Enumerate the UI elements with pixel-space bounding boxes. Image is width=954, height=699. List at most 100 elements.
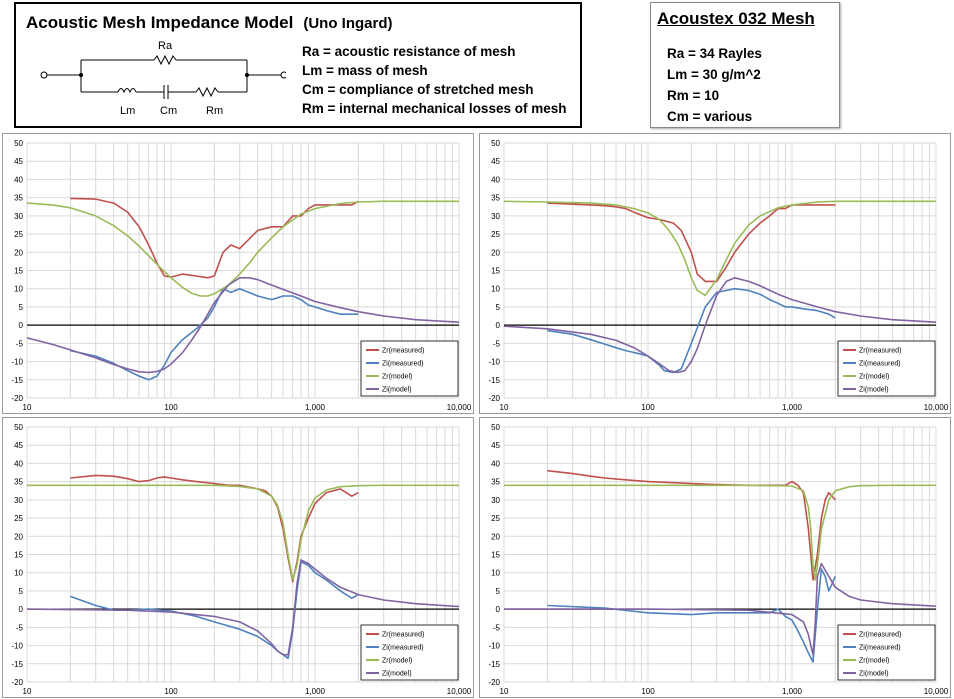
y-tick-label: -15 bbox=[11, 376, 23, 385]
circuit-diagram: Ra Lm Cm Rm bbox=[40, 40, 286, 117]
y-tick-label: -10 bbox=[11, 642, 23, 651]
y-tick-label: 5 bbox=[19, 303, 24, 312]
title-subtitle: (Uno Ingard) bbox=[303, 15, 393, 32]
circuit-terminal-right bbox=[280, 71, 286, 79]
y-tick-label: -10 bbox=[488, 358, 500, 367]
spec-line-lm: Lm = 30 g/m^2 bbox=[667, 67, 761, 82]
series-line bbox=[547, 568, 837, 663]
y-tick-label: 5 bbox=[496, 587, 501, 596]
y-tick-label: 15 bbox=[491, 551, 500, 560]
spec-line-rm: Rm = 10 bbox=[667, 88, 720, 103]
x-tick-label: 1,000 bbox=[305, 687, 326, 696]
y-tick-label: 35 bbox=[491, 478, 500, 487]
y-tick-label: -20 bbox=[488, 394, 500, 403]
y-tick-label: 25 bbox=[14, 514, 23, 523]
y-tick-label: 5 bbox=[496, 303, 501, 312]
legend-label: Zi(model) bbox=[859, 387, 889, 394]
y-tick-label: 45 bbox=[491, 157, 500, 166]
y-tick-label: 20 bbox=[491, 532, 500, 541]
series-line bbox=[26, 559, 460, 656]
y-tick-label: -10 bbox=[11, 358, 23, 367]
y-tick-label: 15 bbox=[14, 551, 23, 560]
y-tick-label: 50 bbox=[491, 139, 500, 148]
x-tick-label: 10 bbox=[23, 403, 32, 412]
legend-label: Zi(model) bbox=[382, 671, 412, 678]
x-tick-label: 1,000 bbox=[782, 403, 803, 412]
circuit-terminal-left bbox=[40, 71, 48, 79]
series-line bbox=[70, 197, 359, 279]
y-tick-label: -5 bbox=[16, 623, 24, 632]
legend-label: Zr(measured) bbox=[859, 348, 901, 355]
x-tick-label: 10,000 bbox=[924, 403, 949, 412]
legend-label: Zr(model) bbox=[859, 658, 889, 665]
legend-label: Zr(model) bbox=[382, 374, 412, 381]
chart-panel-2: 50 45 40 35 30 25 20 15 10 5 0 -5 -10 -15 -20 10 100 1,00… bbox=[479, 133, 951, 414]
y-tick-label: 0 bbox=[19, 605, 24, 614]
y-tick-label: -5 bbox=[493, 623, 501, 632]
x-tick-label: 100 bbox=[641, 687, 655, 696]
legend-label: Zr(measured) bbox=[382, 348, 424, 355]
definitions-list: Ra = acoustic resistance of mesh Lm = ma… bbox=[302, 42, 566, 118]
legend: Zr(measured) Zi(measured) Zr(model) Zi(mode… bbox=[360, 624, 459, 681]
y-tick-label: 45 bbox=[491, 441, 500, 450]
series-line bbox=[504, 562, 937, 656]
title-box: Acoustic Mesh Impedance Model (Uno Ingard… bbox=[14, 2, 582, 128]
legend-label: Zr(model) bbox=[859, 374, 889, 381]
label-lm: Lm bbox=[120, 105, 135, 117]
y-tick-label: -20 bbox=[11, 394, 23, 403]
x-tick-label: 1,000 bbox=[305, 403, 326, 412]
y-tick-label: 30 bbox=[491, 496, 500, 505]
y-tick-label: 10 bbox=[491, 569, 500, 578]
y-tick-label: 20 bbox=[14, 248, 23, 257]
y-tick-label: 5 bbox=[19, 587, 24, 596]
y-tick-label: -10 bbox=[488, 642, 500, 651]
spec-title: Acoustex 032 Mesh bbox=[657, 9, 815, 28]
y-tick-label: 45 bbox=[14, 157, 23, 166]
y-tick-label: 25 bbox=[14, 230, 23, 239]
y-tick-label: 40 bbox=[14, 459, 23, 468]
y-tick-label: -5 bbox=[493, 339, 501, 348]
y-tick-label: 35 bbox=[491, 194, 500, 203]
chart-panel-3: 50 45 40 35 30 25 20 15 10 5 0 -5 -10 -15 -20 10 100 1,00… bbox=[2, 417, 474, 698]
y-tick-label: 25 bbox=[491, 514, 500, 523]
label-cm: Cm bbox=[160, 105, 177, 117]
legend-label: Zi(measured) bbox=[859, 645, 901, 652]
y-tick-label: 0 bbox=[19, 321, 24, 330]
y-tick-label: 30 bbox=[491, 212, 500, 221]
chart-panel-4: 50 45 40 35 30 25 20 15 10 5 0 -5 -10 -15 -20 10 100 1,00… bbox=[479, 417, 951, 698]
legend: Zr(measured) Zi(measured) Zr(model) Zi(mode… bbox=[837, 624, 936, 681]
y-tick-label: 30 bbox=[14, 212, 23, 221]
series-line bbox=[503, 277, 937, 374]
definition-ra: Ra = acoustic resistance of mesh bbox=[302, 44, 516, 59]
spec-box: Acoustex 032 Mesh Ra = 34 Rayles Lm = 30… bbox=[650, 2, 840, 128]
x-tick-label: 10 bbox=[500, 687, 509, 696]
title-text: Acoustic Mesh Impedance Model bbox=[26, 13, 294, 32]
y-tick-label: -15 bbox=[488, 376, 500, 385]
y-tick-label: 40 bbox=[491, 175, 500, 184]
y-tick-label: -15 bbox=[11, 660, 23, 669]
y-tick-label: 15 bbox=[491, 267, 500, 276]
x-tick-label: 100 bbox=[164, 687, 178, 696]
legend: Zr(measured) Zi(measured) Zr(model) Zi(mode… bbox=[837, 340, 936, 397]
inductor-lm-symbol bbox=[117, 88, 137, 94]
y-tick-label: 35 bbox=[14, 194, 23, 203]
series-line bbox=[503, 200, 936, 297]
legend-label: Zi(measured) bbox=[859, 361, 901, 368]
y-tick-label: 50 bbox=[14, 139, 23, 148]
spec-lines: Ra = 34 Rayles Lm = 30 g/m^2 Rm = 10 Cm … bbox=[667, 43, 762, 127]
x-tick-label: 10 bbox=[500, 403, 509, 412]
series-line bbox=[547, 287, 836, 374]
legend-label: Zr(measured) bbox=[859, 632, 901, 639]
legend-label: Zr(model) bbox=[382, 658, 412, 665]
y-tick-label: 20 bbox=[491, 248, 500, 257]
y-tick-label: 30 bbox=[14, 496, 23, 505]
spec-line-cm: Cm = various bbox=[667, 109, 753, 124]
legend: Zr(measured) Zi(measured) Zr(model) Zi(mode… bbox=[360, 340, 459, 397]
y-tick-label: 25 bbox=[491, 230, 500, 239]
y-tick-label: -15 bbox=[488, 660, 500, 669]
x-tick-label: 100 bbox=[641, 403, 655, 412]
